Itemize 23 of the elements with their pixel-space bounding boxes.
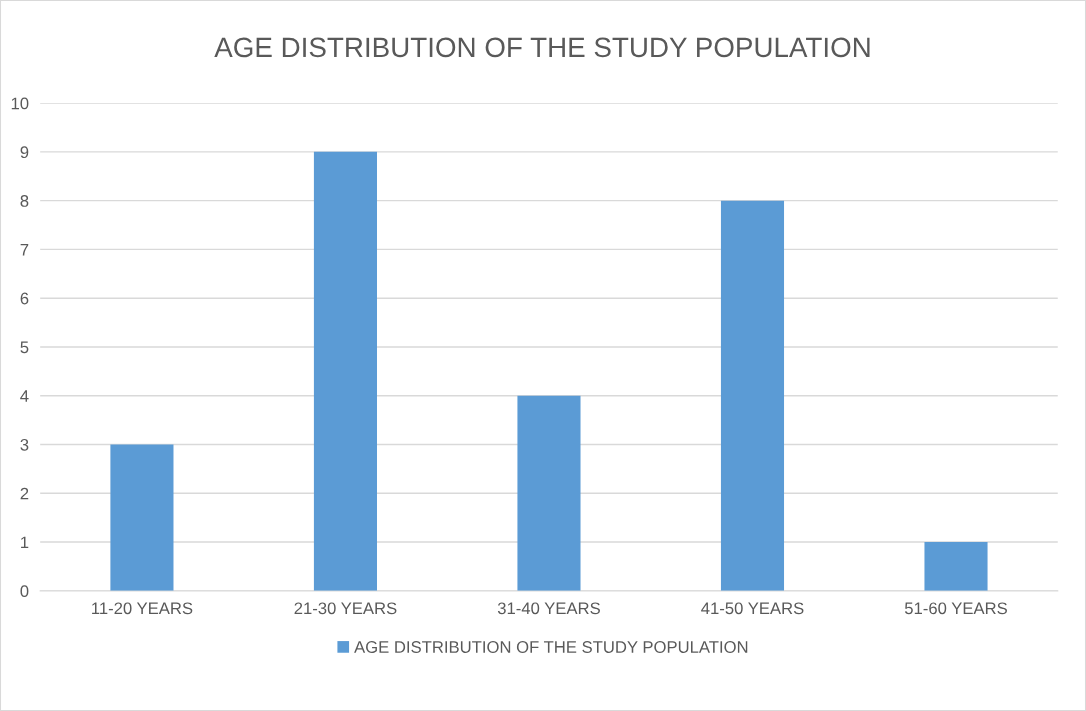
y-tick-label: 7 bbox=[20, 243, 29, 256]
legend-label: AGE DISTRIBUTION OF THE STUDY POPULATION bbox=[354, 641, 748, 653]
x-tick-label: 41-50 YEARS bbox=[701, 602, 804, 615]
x-tick-label: 31-40 YEARS bbox=[497, 602, 600, 615]
y-tick-label: 2 bbox=[20, 487, 29, 500]
x-tick-label: 21-30 YEARS bbox=[294, 602, 397, 615]
y-tick-label: 6 bbox=[20, 292, 29, 305]
bar bbox=[720, 200, 785, 591]
y-tick-label: 3 bbox=[20, 438, 29, 451]
bar bbox=[313, 151, 377, 591]
y-tick-label: 10 bbox=[11, 97, 29, 110]
bar bbox=[110, 444, 174, 591]
y-tick-label: 4 bbox=[20, 390, 29, 402]
bar bbox=[517, 395, 581, 591]
x-tick-label: 51-60 YEARS bbox=[904, 602, 1007, 615]
y-tick-label: 9 bbox=[20, 146, 29, 159]
y-tick-label: 1 bbox=[21, 536, 29, 549]
y-tick-label: 8 bbox=[20, 195, 29, 207]
y-tick-label: 5 bbox=[20, 341, 29, 354]
chart-title: AGE DISTRIBUTION OF THE STUDY POPULATION bbox=[214, 37, 870, 58]
bar bbox=[924, 542, 988, 591]
x-tick-label: 11-20 YEARS bbox=[92, 602, 193, 615]
y-tick-label: 0 bbox=[20, 585, 29, 598]
